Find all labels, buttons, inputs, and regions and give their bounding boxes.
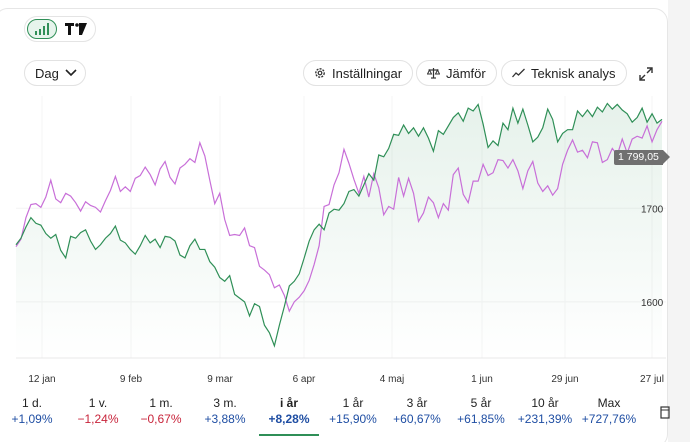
technical-analysis-button[interactable]: Teknisk analys [501, 60, 627, 86]
compare-label: Jämför [446, 65, 486, 81]
period-label: 3 m. [213, 396, 237, 410]
technical-analysis-label: Teknisk analys [531, 65, 616, 81]
x-tick-label: 9 mar [207, 374, 233, 385]
gear-icon [315, 68, 325, 78]
period-tab-3[interactable]: 3 m. +3,88% [193, 396, 257, 427]
tradingview-logo-icon[interactable] [63, 21, 89, 37]
price-chart-svg[interactable]: 1600 1700 12 jan 9 feb 9 mar 6 apr 4 maj 1 jun… [0, 96, 690, 386]
x-tick-label: 12 jan [28, 374, 55, 385]
period-label: 1 år [342, 396, 364, 410]
x-tick-label: 6 apr [293, 374, 316, 385]
period-label: 1 v. [88, 396, 108, 410]
period-change: −0,67% [140, 412, 182, 426]
period-tab-2[interactable]: 1 m. −0,67% [129, 396, 193, 427]
chart-type-toggle[interactable] [24, 16, 96, 42]
period-tab-5[interactable]: 1 år +15,90% [321, 396, 385, 427]
period-tab-8[interactable]: 10 år +231,39% [513, 396, 577, 427]
price-chart[interactable]: 1600 1700 12 jan 9 feb 9 mar 6 apr 4 maj 1 jun… [0, 96, 690, 386]
settings-button[interactable]: Inställningar [303, 60, 414, 86]
period-label: 3 år [406, 396, 428, 410]
trend-line-icon [512, 68, 525, 78]
y-tick-label: 1600 [641, 298, 664, 309]
compare-series-line [15, 120, 663, 313]
period-tab-7[interactable]: 5 år +61,85% [449, 396, 513, 427]
primary-series-area [16, 103, 662, 358]
period-label: Max [597, 396, 621, 410]
compare-button[interactable]: Jämför [416, 60, 497, 86]
chevron-down-icon [65, 69, 77, 77]
period-tab-1[interactable]: 1 v. −1,24% [66, 396, 130, 427]
interval-dropdown[interactable]: Dag [24, 60, 86, 86]
period-label: 1 m. [149, 396, 173, 410]
period-label: i år [279, 396, 298, 410]
period-change: −1,24% [77, 412, 119, 426]
y-tick-label: 1700 [641, 204, 664, 215]
calendar-icon[interactable] [660, 405, 670, 419]
period-tab-0[interactable]: 1 d. +1,09% [0, 396, 64, 427]
period-change: +60,67% [393, 412, 441, 426]
period-selector: 1 d. +1,09% 1 v. −1,24% 1 m. −0,67% 3 m. +3,88%… [0, 396, 670, 436]
x-tick-label: 4 maj [380, 374, 404, 385]
period-label: 10 år [531, 396, 559, 410]
period-tab-9[interactable]: Max +727,76% [577, 396, 641, 427]
settings-label: Inställningar [332, 65, 403, 81]
fullscreen-icon[interactable] [638, 66, 654, 82]
line-chart-icon[interactable] [27, 19, 57, 39]
period-label: 5 år [470, 396, 492, 410]
period-tab-4[interactable]: i år +8,28% [257, 396, 321, 436]
period-change: +8,28% [268, 412, 310, 426]
x-tick-label: 9 feb [120, 374, 143, 385]
period-change: +1,09% [11, 412, 53, 426]
period-change: +727,76% [581, 412, 637, 426]
interval-label: Dag [35, 65, 59, 81]
scrollbar-area[interactable] [668, 0, 690, 442]
scale-icon [427, 68, 440, 79]
period-label: 1 d. [21, 396, 42, 410]
x-tick-label: 1 jun [471, 374, 493, 385]
period-change: +61,85% [457, 412, 505, 426]
period-change: +15,90% [329, 412, 377, 426]
period-change: +3,88% [204, 412, 246, 426]
x-tick-label: 27 jul [640, 374, 664, 385]
last-price-badge: 1 799,05 [614, 150, 670, 165]
period-change: +231,39% [517, 412, 573, 426]
x-tick-label: 29 jun [551, 374, 578, 385]
primary-series-line [15, 102, 663, 348]
period-tab-6[interactable]: 3 år +60,67% [385, 396, 449, 427]
